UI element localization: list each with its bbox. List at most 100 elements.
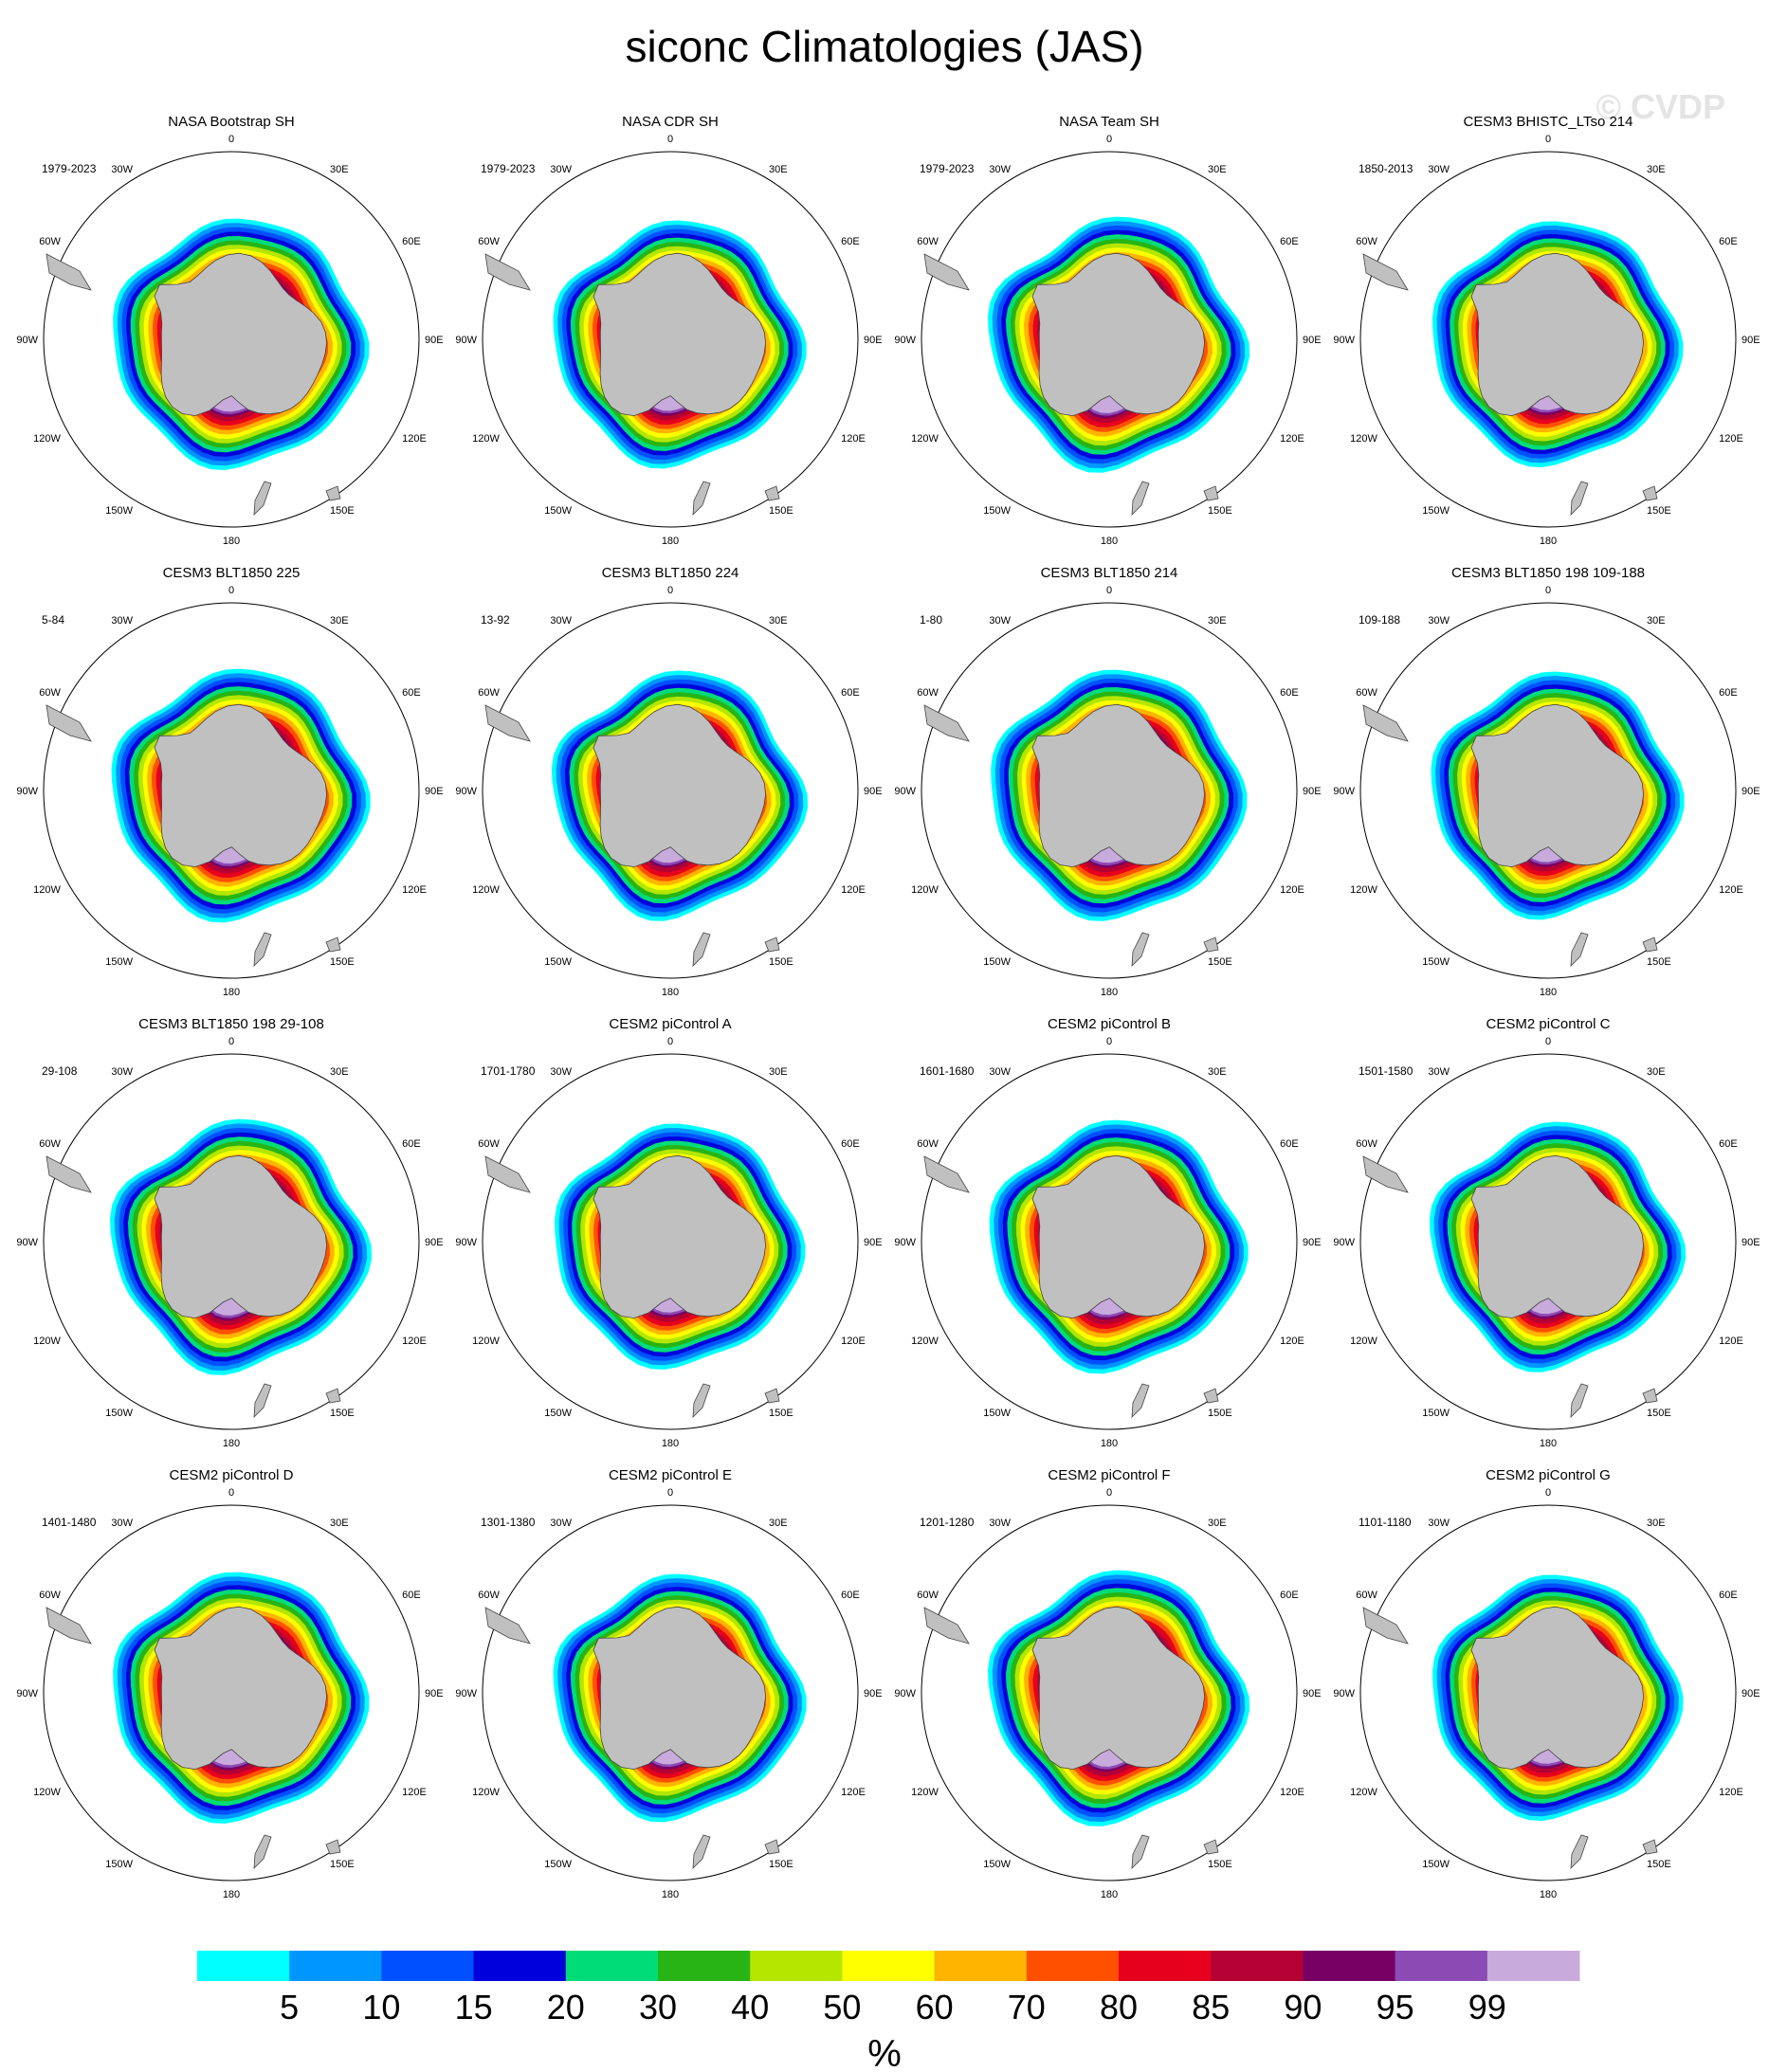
south-america-landmass <box>46 1155 92 1193</box>
colorbar-tick-label: 50 <box>823 1988 861 2027</box>
tasmania-landmass <box>1642 485 1658 501</box>
tasmania-landmass <box>1203 936 1219 953</box>
antarctica-landmass <box>1470 703 1645 868</box>
panel-title: CESM3 BLT1850 198 109-188 <box>1451 565 1645 581</box>
colorbar-swatch <box>197 1951 290 1981</box>
map-panel: CESM3 BLT1850 224 13-92 0 30E 60E 90E 120E 150E… <box>455 565 882 998</box>
longitude-label: 30W <box>111 1066 133 1078</box>
longitude-label: 30E <box>1647 615 1666 627</box>
longitude-label: 0 <box>1106 1487 1112 1499</box>
longitude-label: 60E <box>1719 1590 1738 1601</box>
longitude-label: 60W <box>39 236 61 247</box>
south-america-landmass <box>484 704 531 742</box>
longitude-label: 30W <box>1428 1066 1450 1078</box>
longitude-label: 180 <box>223 536 240 547</box>
longitude-label: 60E <box>1719 1138 1738 1150</box>
panel-title: CESM2 piControl C <box>1486 1016 1611 1032</box>
new-zealand-landmass <box>692 1383 711 1419</box>
longitude-label: 0 <box>1545 585 1551 596</box>
longitude-label: 150E <box>769 1408 793 1419</box>
longitude-label: 120E <box>841 1336 866 1347</box>
south-america-landmass <box>1362 1155 1409 1193</box>
map-panel: CESM2 piControl C 1501-1580 0 30E 60E 90E 120E… <box>1333 1016 1760 1449</box>
panel-title: NASA Team SH <box>1059 114 1159 130</box>
colorbar-swatch <box>473 1951 567 1981</box>
longitude-label: 60W <box>478 687 500 699</box>
longitude-label: 60E <box>841 687 860 699</box>
panel-years: 29-108 <box>42 1064 78 1078</box>
longitude-label: 150W <box>1422 505 1450 517</box>
longitude-label: 90W <box>455 786 477 797</box>
panel-years: 5-84 <box>42 613 64 627</box>
panel-title: CESM3 BLT1850 198 29-108 <box>138 1016 324 1032</box>
colorbar-tick-label: 10 <box>362 1988 400 2027</box>
new-zealand-landmass <box>1570 1383 1589 1419</box>
colorbar-swatch <box>1395 1951 1488 1981</box>
longitude-label: 30E <box>330 615 349 627</box>
longitude-label: 120E <box>402 1787 427 1798</box>
longitude-label: 150E <box>1208 1859 1232 1870</box>
antarctica-landmass <box>1031 1154 1206 1319</box>
longitude-label: 30W <box>111 164 133 175</box>
antarctica-landmass <box>154 703 328 868</box>
longitude-label: 60W <box>39 1138 61 1150</box>
cvdp-watermark: © CVDP <box>1596 87 1725 126</box>
longitude-label: 60W <box>1356 1590 1377 1601</box>
longitude-label: 180 <box>1101 987 1118 998</box>
longitude-label: 90W <box>16 1237 38 1248</box>
longitude-label: 180 <box>1101 1438 1118 1449</box>
longitude-label: 60W <box>1356 687 1377 699</box>
longitude-label: 120E <box>402 884 427 896</box>
longitude-label: 150E <box>1647 956 1671 968</box>
longitude-label: 30W <box>989 615 1011 627</box>
longitude-label: 150E <box>330 1408 355 1419</box>
map-panel: NASA Bootstrap SH 1979-2023 0 30E 60E 90E 120E… <box>16 114 443 547</box>
longitude-label: 150E <box>1647 1408 1671 1419</box>
longitude-label: 90W <box>1333 335 1355 346</box>
panel-title: CESM2 piControl E <box>609 1467 732 1483</box>
panel-years: 1501-1580 <box>1359 1064 1413 1078</box>
longitude-label: 90E <box>1742 335 1760 346</box>
longitude-label: 120W <box>472 1336 500 1347</box>
colorbar-swatch <box>565 1951 659 1981</box>
new-zealand-landmass <box>692 481 711 517</box>
longitude-label: 150E <box>330 956 355 968</box>
longitude-label: 60W <box>478 1590 500 1601</box>
longitude-label: 150W <box>544 956 572 968</box>
panel-years: 1201-1280 <box>920 1516 975 1529</box>
longitude-label: 180 <box>662 536 679 547</box>
new-zealand-landmass <box>1131 932 1150 968</box>
longitude-label: 120E <box>402 433 427 445</box>
longitude-label: 30W <box>1428 164 1450 175</box>
longitude-label: 150E <box>1647 505 1671 517</box>
longitude-label: 120E <box>1719 1336 1743 1347</box>
longitude-label: 120E <box>841 884 866 896</box>
longitude-label: 150W <box>544 1859 572 1870</box>
longitude-label: 120W <box>472 433 500 445</box>
longitude-label: 150E <box>769 505 793 517</box>
colorbar-tick-label: 40 <box>731 1988 769 2027</box>
antarctica-landmass <box>1031 1606 1206 1771</box>
south-america-landmass <box>923 1155 970 1193</box>
longitude-label: 30E <box>1647 1066 1666 1078</box>
antarctica-landmass <box>1470 1154 1645 1319</box>
colorbar-swatch <box>1119 1951 1212 1981</box>
colorbar: 5 10 15 20 30 40 50 60 70 80 85 90 95 99 <box>197 1951 1580 2027</box>
longitude-label: 120E <box>1719 884 1743 896</box>
longitude-label: 120W <box>911 1336 939 1347</box>
antarctica-landmass <box>154 1606 328 1771</box>
longitude-label: 180 <box>1540 1889 1557 1900</box>
colorbar-tick-label: 30 <box>639 1988 677 2027</box>
longitude-label: 150E <box>330 1859 355 1870</box>
colorbar-swatch <box>842 1951 936 1981</box>
longitude-label: 90W <box>894 335 916 346</box>
longitude-label: 60E <box>841 1138 860 1150</box>
longitude-label: 0 <box>228 134 234 145</box>
longitude-label: 30W <box>111 1518 133 1529</box>
tasmania-landmass <box>1642 936 1658 953</box>
longitude-label: 30E <box>1208 1066 1227 1078</box>
panel-years: 1701-1780 <box>481 1064 536 1078</box>
longitude-label: 60W <box>478 1138 500 1150</box>
south-america-landmass <box>1362 1607 1409 1645</box>
